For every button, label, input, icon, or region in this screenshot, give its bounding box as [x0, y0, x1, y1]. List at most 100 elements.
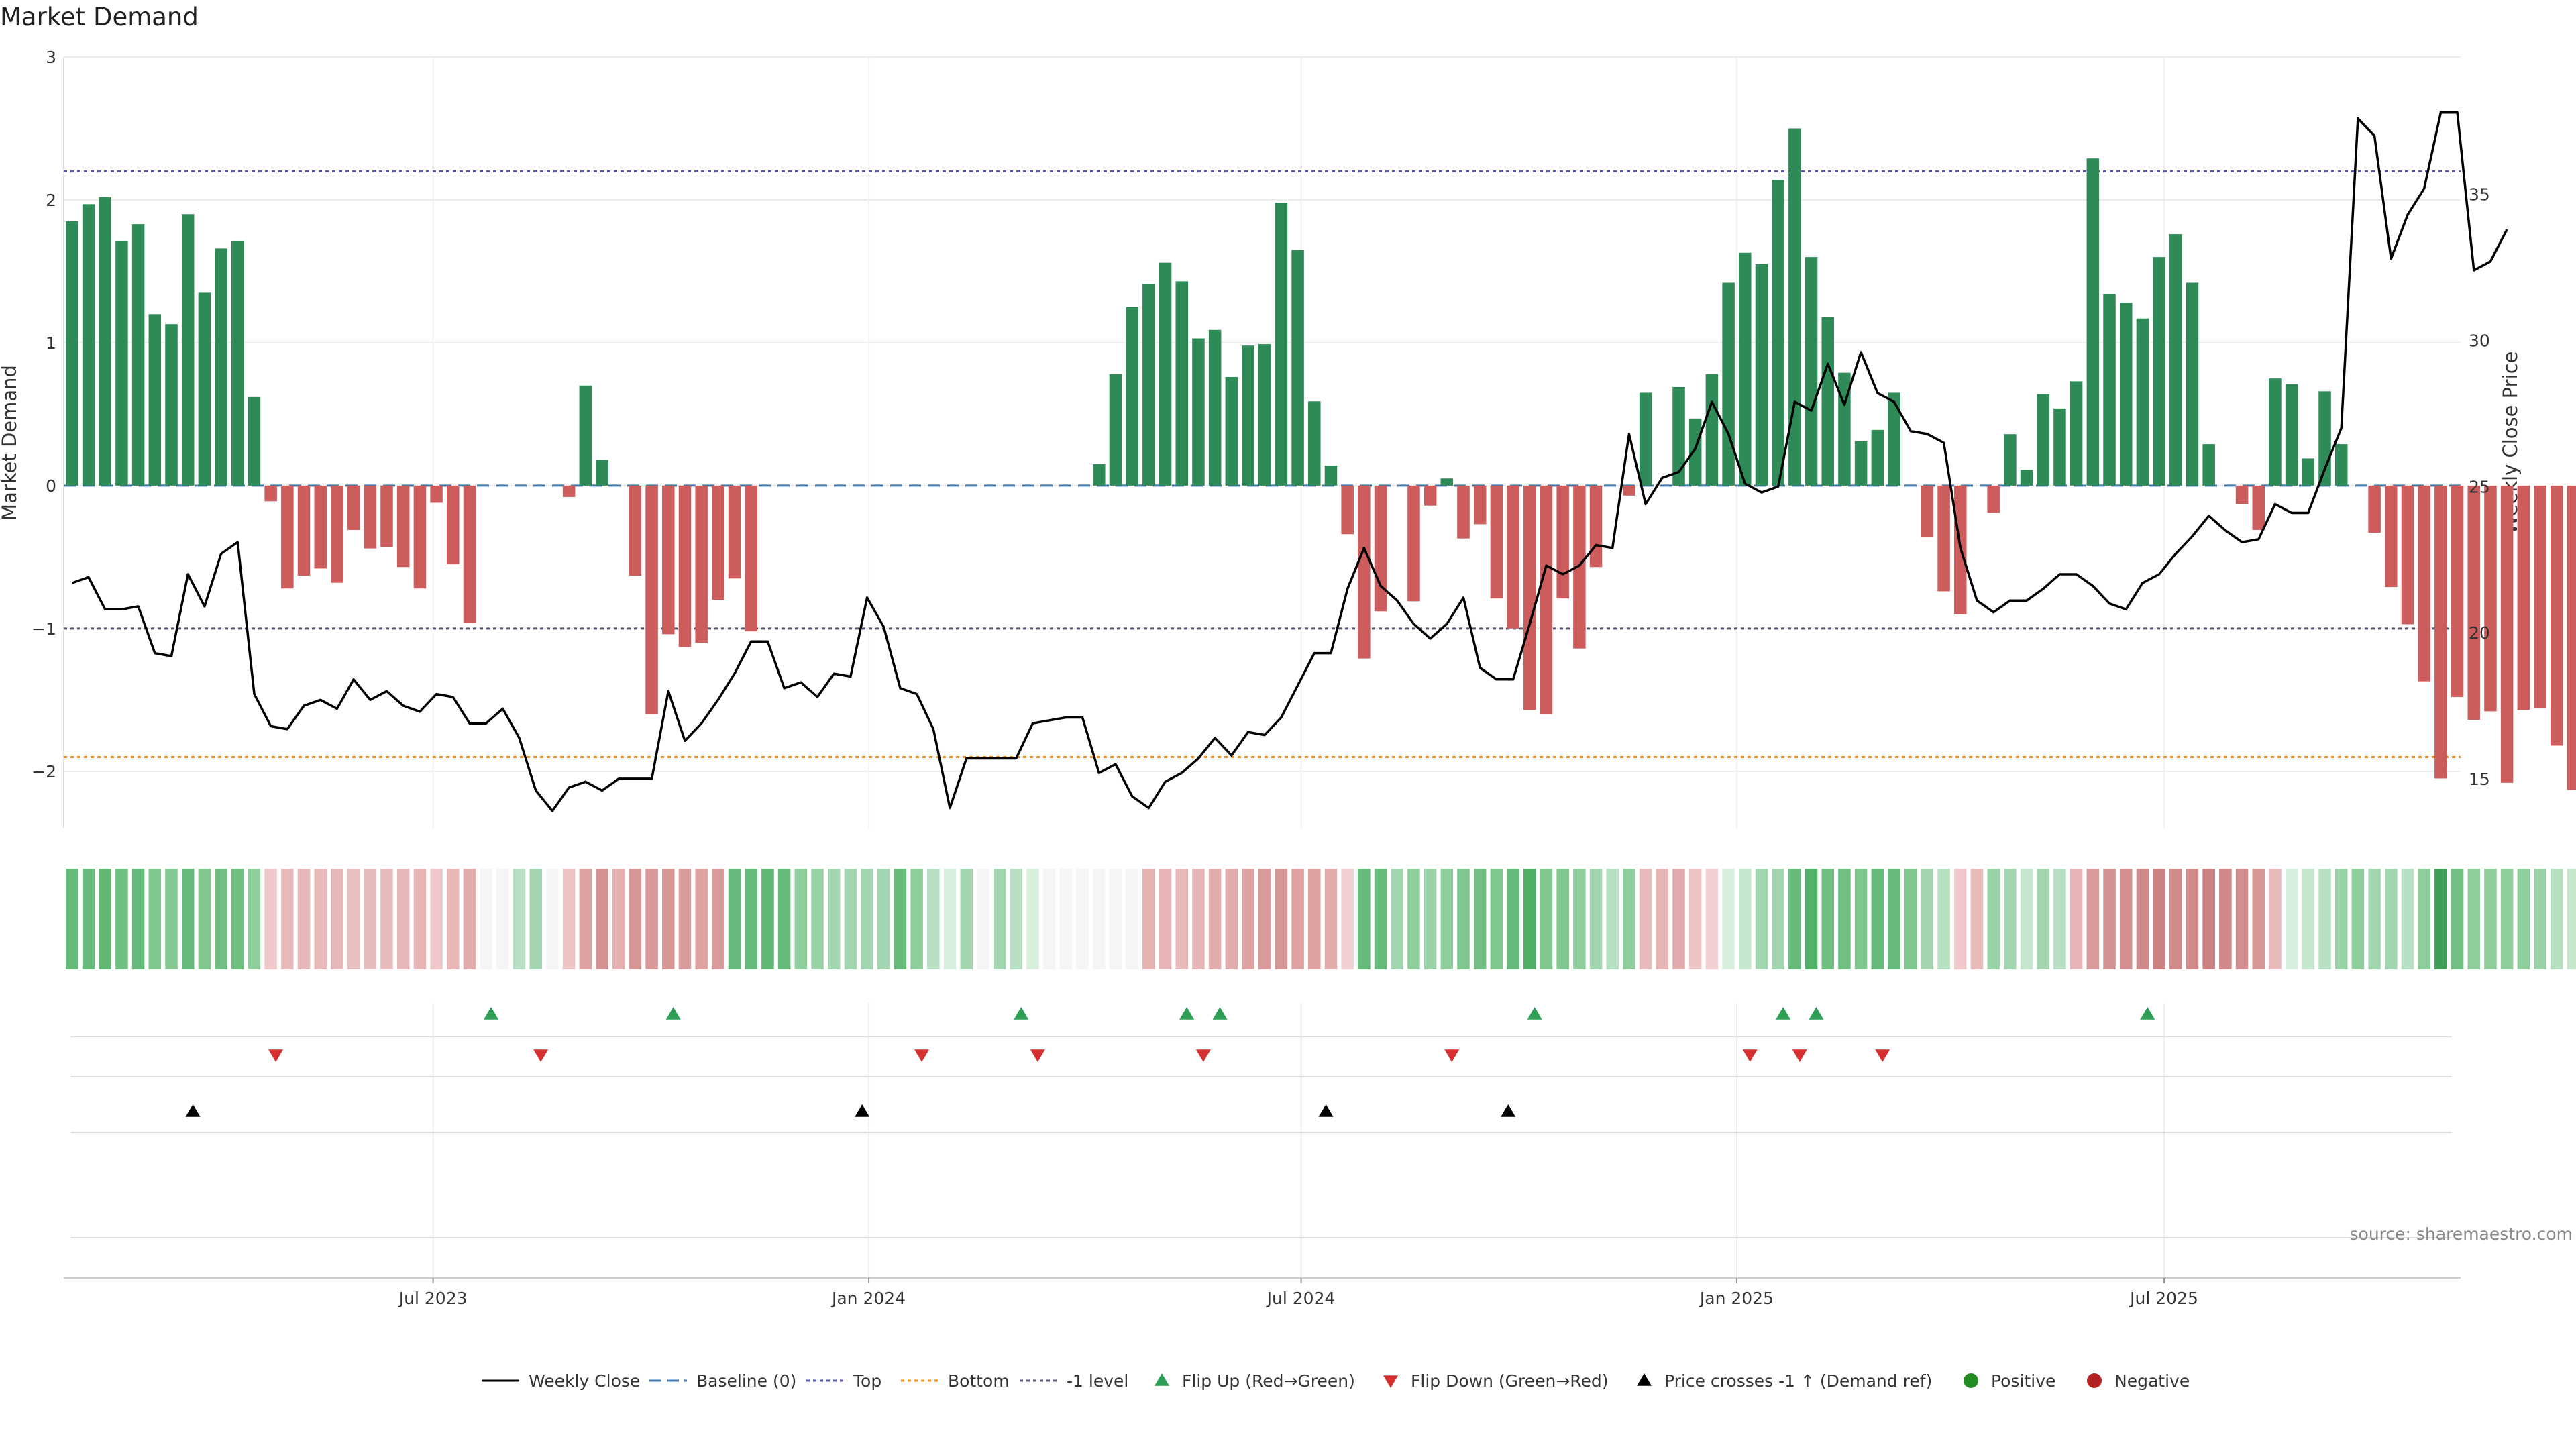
demand-bar-positive — [1291, 250, 1304, 486]
signal-markers — [185, 1007, 2155, 1117]
demand-bar-positive — [2186, 282, 2199, 486]
heat-cell — [2451, 869, 2464, 969]
heat-cell — [2037, 869, 2050, 969]
heat-cell — [513, 869, 526, 969]
demand-bar-negative — [2451, 485, 2464, 698]
heat-cell — [2334, 869, 2348, 969]
heat-cell — [993, 869, 1006, 969]
heat-cell — [1788, 869, 1801, 969]
heat-cell — [927, 869, 940, 969]
y2-tick-label: 25 — [2469, 477, 2490, 496]
heat-cell — [2285, 869, 2298, 969]
demand-bar-positive — [1772, 180, 1784, 486]
demand-bar-positive — [1159, 262, 1172, 486]
heat-cell — [861, 869, 873, 969]
demand-bar-positive — [2334, 444, 2348, 486]
demand-bar-negative — [2401, 485, 2414, 625]
demand-bar-negative — [1540, 485, 1553, 714]
heat-cell — [579, 869, 592, 969]
demand-bar-positive — [1672, 386, 1685, 486]
price-cross-marker — [855, 1104, 870, 1117]
heat-cell — [645, 869, 658, 969]
heat-cell — [1208, 869, 1222, 969]
legend-swatch — [1964, 1373, 1978, 1388]
flip-down-marker — [1030, 1049, 1045, 1062]
flip-up-marker — [1527, 1007, 1542, 1020]
demand-bar-negative — [1457, 485, 1470, 539]
heat-cell — [297, 869, 311, 969]
heat-cell — [1324, 869, 1338, 969]
demand-bar-positive — [1109, 374, 1122, 486]
demand-bar-positive — [1821, 317, 1835, 486]
demand-bar-positive — [1788, 128, 1801, 486]
heat-cell — [1871, 869, 1884, 969]
demand-bar-negative — [2385, 485, 2398, 588]
heat-cell — [1258, 869, 1271, 969]
heat-cell — [1142, 869, 1155, 969]
demand-bar-positive — [2285, 384, 2298, 486]
heat-cell — [2302, 869, 2315, 969]
demand-bar-positive — [66, 221, 78, 486]
demand-bar-positive — [1871, 429, 1884, 486]
heat-cell — [2252, 869, 2265, 969]
demand-bar-negative — [1937, 485, 1950, 592]
heat-cell — [2119, 869, 2133, 969]
axis-ticks: 3 2 1 0 −1 −2 35 30 25 20 15 — [32, 48, 2490, 789]
heat-cell — [2401, 869, 2414, 969]
heat-cell — [1291, 869, 1304, 969]
demand-bar-negative — [2434, 485, 2447, 779]
legend-swatch — [1637, 1373, 1652, 1386]
flip-up-marker — [1809, 1007, 1824, 1020]
demand-bar-negative — [447, 485, 460, 565]
demand-bar-negative — [1523, 485, 1536, 710]
demand-bar-positive — [1854, 441, 1868, 486]
demand-bar-positive — [2153, 257, 2165, 486]
flip-up-marker — [1014, 1007, 1029, 1020]
heat-cell — [1010, 869, 1023, 969]
heat-cell — [2368, 869, 2381, 969]
heat-cell — [1275, 869, 1288, 969]
x-tick-label: Jul 2023 — [398, 1289, 468, 1308]
demand-bar-negative — [1987, 485, 2000, 513]
demand-bar-positive — [2169, 234, 2182, 486]
y2-tick-label: 30 — [2469, 331, 2490, 351]
legend-label: Negative — [2114, 1371, 2190, 1391]
legend: Weekly Close Baseline (0) Top Bottom -1 leve… — [482, 1371, 2190, 1391]
demand-bar-positive — [1308, 401, 1321, 486]
heat-cell — [2153, 869, 2165, 969]
heat-cell — [827, 869, 841, 969]
heat-cell — [463, 869, 476, 969]
x-tick-label: Jan 2024 — [830, 1289, 906, 1308]
demand-bar-positive — [1275, 203, 1288, 486]
heat-cell — [2219, 869, 2232, 969]
price-cross-marker — [1318, 1104, 1334, 1117]
y2-tick-label: 15 — [2469, 769, 2490, 789]
demand-bar-positive — [2053, 408, 2066, 486]
heat-cell — [198, 869, 211, 969]
demand-bar-negative — [331, 485, 343, 583]
heat-cell — [2103, 869, 2116, 969]
demand-bar-positive — [1258, 344, 1271, 486]
heat-cell — [1688, 869, 1702, 969]
heat-cell — [1391, 869, 1404, 969]
heat-cell — [2004, 869, 2017, 969]
heat-cell — [396, 869, 410, 969]
y-tick-label: 0 — [46, 476, 56, 496]
heat-cell — [1854, 869, 1868, 969]
demand-bar-positive — [2269, 378, 2282, 486]
heat-cell — [1424, 869, 1437, 969]
heat-cell — [1606, 869, 1619, 969]
heat-cell — [82, 869, 95, 969]
demand-bar-negative — [1921, 485, 1934, 537]
heat-cell — [1821, 869, 1835, 969]
demand-bar-negative — [2517, 485, 2530, 710]
gridlines — [63, 56, 2461, 1278]
heat-cell — [2186, 869, 2199, 969]
demand-bar-positive — [1639, 392, 1652, 486]
y2-tick-label: 35 — [2469, 185, 2490, 205]
demand-bar-positive — [2004, 434, 2017, 486]
demand-bar-negative — [562, 485, 576, 497]
heat-cell — [695, 869, 708, 969]
demand-bars — [66, 128, 2576, 790]
